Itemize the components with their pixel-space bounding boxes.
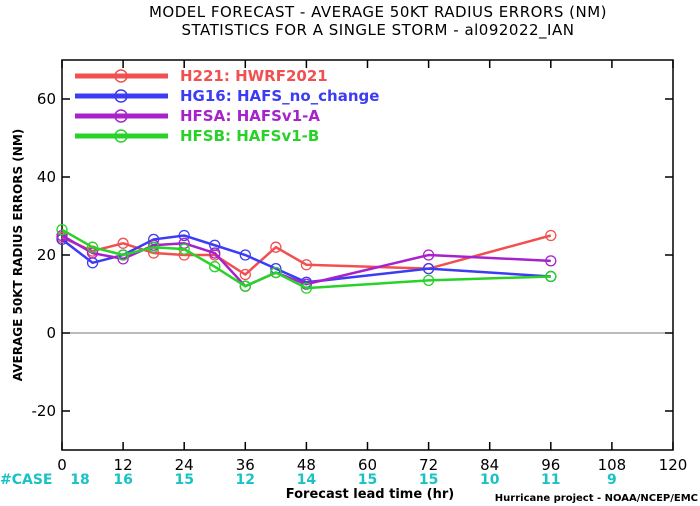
case-count: 12 [236,472,255,488]
case-counts: 18 16 15 12 14 15 15 10 11 9 [70,472,617,488]
data-point [178,243,190,255]
y-tick-label: 20 [37,246,56,264]
x-tick-label: 36 [236,456,255,474]
series-line [61,234,551,288]
legend-label: HFSA: HAFSv1-A [180,107,320,125]
data-point [422,249,435,261]
legend-label: HFSB: HAFSv1-B [180,127,319,145]
legend: H221: HWRF2021 HG16: HAFS_no_change HFSA: … [75,67,379,145]
x-axis-ticks: 0 12 24 36 48 60 72 84 96 108 120 [57,60,687,474]
series-line [61,234,552,277]
series-layer [56,223,557,294]
y-tick-label: -20 [32,402,57,420]
series-3 [56,223,557,294]
case-count: 15 [419,472,438,488]
x-tick-label: 72 [419,456,438,474]
data-point [300,282,313,294]
data-point [209,247,221,259]
case-count: 15 [174,472,193,488]
x-tick-label: 12 [114,456,133,474]
data-point [86,241,99,253]
legend-label: H221: HWRF2021 [180,67,328,85]
x-tick-label: 96 [541,456,560,474]
legend-item: H221: HWRF2021 [75,67,328,85]
data-point [239,268,251,281]
case-count: 14 [297,472,317,488]
data-point [422,262,435,275]
credit-text: Hurricane project - NOAA/NCEP/EMC [495,493,698,504]
data-point [545,255,557,267]
data-point [422,274,435,287]
legend-marker [114,109,128,123]
data-point [300,259,313,271]
legend-label: HG16: HAFS_no_change [180,87,379,105]
data-point [209,239,221,251]
y-tick-label: 40 [37,168,56,186]
data-point [56,223,68,236]
y-tick-label: 0 [46,324,56,342]
x-tick-label: 84 [480,456,499,474]
case-count: 9 [607,472,617,488]
data-point [209,261,221,273]
legend-marker [114,89,128,103]
data-point [270,241,282,253]
case-count: 10 [480,472,500,488]
x-tick-label: 24 [175,456,194,474]
data-point [147,241,160,253]
y-axis-ticks: -20 0 20 40 60 [32,90,673,420]
y-tick-label: 60 [37,90,56,108]
x-tick-label: 108 [598,456,627,474]
data-point [117,249,129,261]
legend-item: HFSA: HAFSv1-A [75,107,320,125]
case-count: 16 [113,472,132,488]
x-tick-label: 60 [358,456,377,474]
data-point [117,237,129,249]
chart-title: MODEL FORECAST - AVERAGE 50KT RADIUS ERR… [149,3,607,21]
legend-item: HFSB: HAFSv1-B [75,127,319,145]
data-point [545,270,557,283]
case-count: 11 [541,472,560,488]
data-point [270,266,282,279]
data-point [178,229,190,242]
series-line [61,228,551,290]
legend-marker [114,129,128,143]
data-point [239,280,251,292]
legend-item: HG16: HAFS_no_change [75,87,379,105]
x-tick-label: 120 [659,456,688,474]
x-tick-label: 48 [297,456,316,474]
case-count: 15 [358,472,377,488]
x-axis-label: Forecast lead time (hr) [286,487,454,502]
y-axis-label: AVERAGE 50KT RADIUS ERRORS (NM) [11,129,25,381]
series-line [61,234,551,284]
case-count: 18 [70,472,89,488]
chart-subtitle: STATISTICS FOR A SINGLE STORM - al092022… [182,21,575,40]
x-tick-label: 0 [57,456,67,474]
data-point [545,229,557,242]
data-point [239,249,251,261]
case-label: #CASE [0,472,53,488]
legend-marker [114,69,128,83]
